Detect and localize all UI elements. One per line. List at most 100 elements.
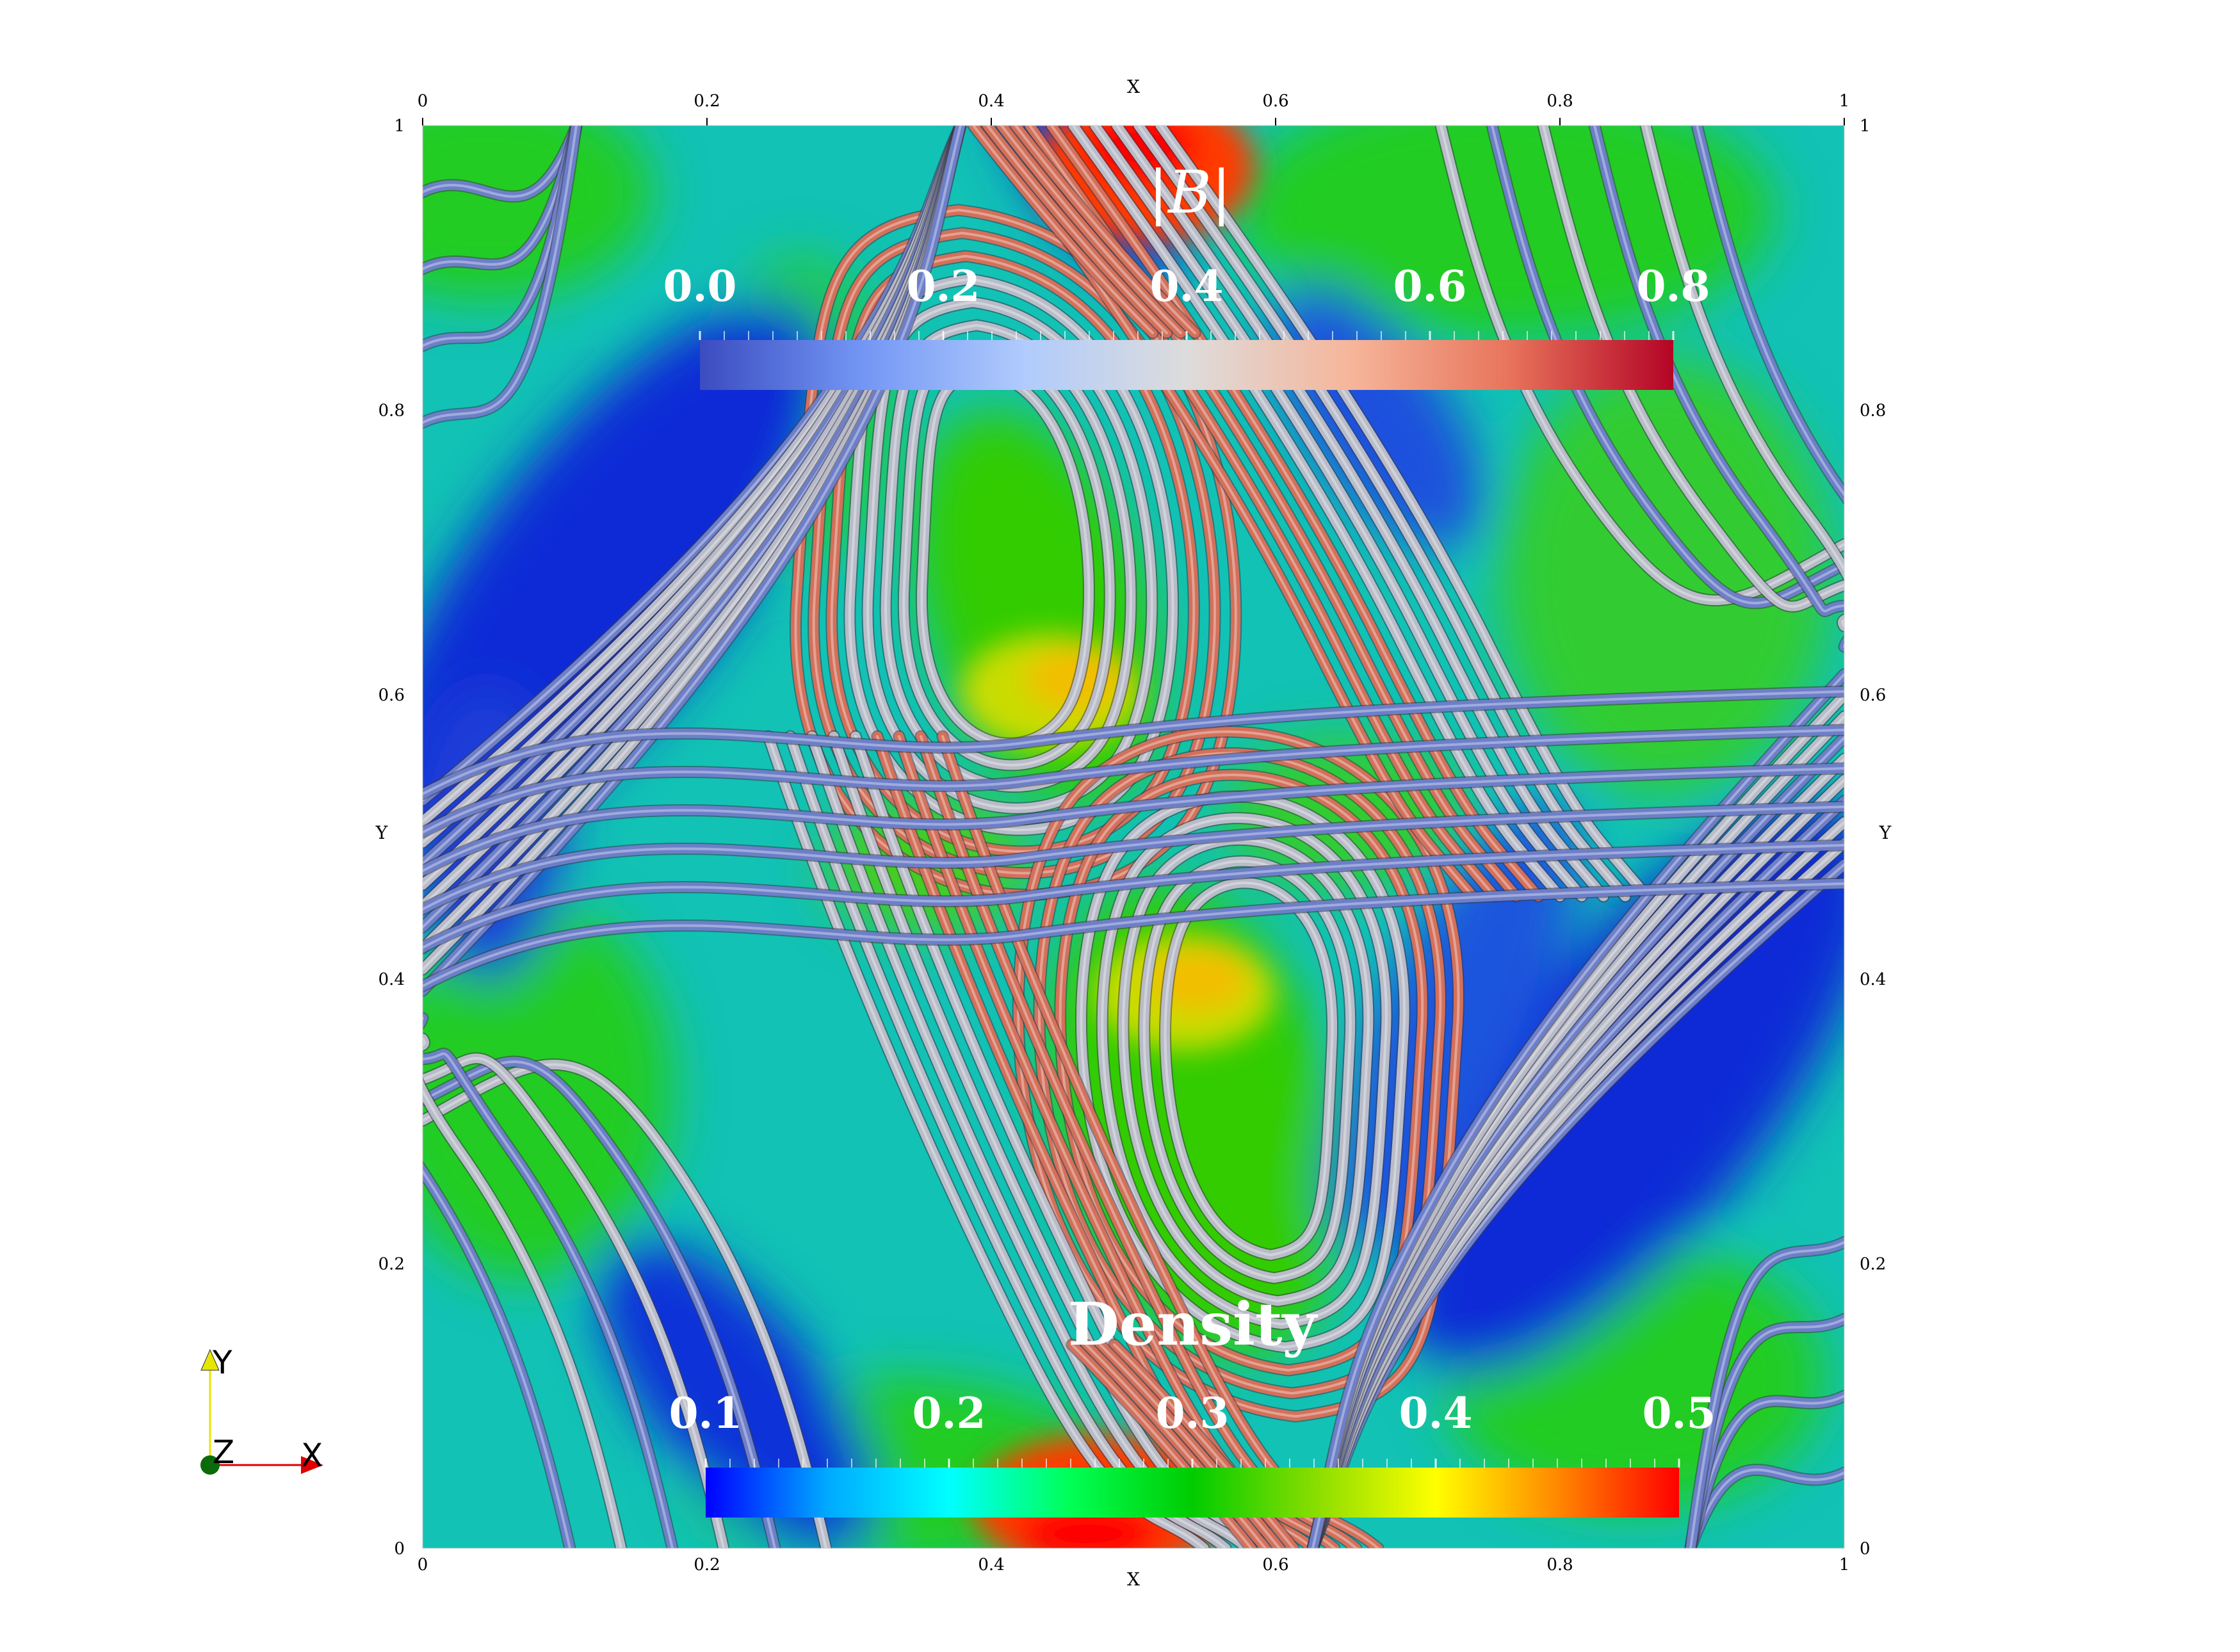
colorbar-tick-label: 0.0 — [663, 261, 737, 311]
colorbar-density-minor-ticks — [704, 1459, 1680, 1468]
field-line-tube-highlight — [1142, 860, 1352, 1279]
field-line-tube — [1010, 126, 1200, 338]
field-line-tube — [1685, 1465, 1844, 1548]
y-tick-label-left: 1 — [394, 117, 405, 136]
field-line-tube — [1589, 126, 1844, 616]
colorbar-tick-label: 0.3 — [1156, 1388, 1230, 1438]
colorbar-tick-label: 0.8 — [1637, 261, 1710, 311]
y-tick-label-left: 0 — [394, 1539, 405, 1559]
colorbar-b-bar — [700, 340, 1673, 390]
field-line-tube — [423, 686, 1844, 799]
y-tick-label-right: 0.8 — [1860, 401, 1886, 420]
triad-y-label: Y — [212, 1344, 232, 1381]
field-line-tube-highlight — [1137, 126, 1627, 898]
field-line-tube — [423, 840, 1844, 953]
triad-z-axis — [200, 1455, 220, 1475]
x-tick-label-bottom: 1 — [1839, 1555, 1850, 1575]
y-tick-label-right: 0 — [1860, 1539, 1871, 1559]
field-line-tube-highlight — [1159, 126, 1648, 898]
field-line-tube-highlight — [1440, 126, 1844, 602]
y-tick-label-right: 0.6 — [1860, 686, 1886, 705]
x-ticks-top: 0 0.2 0.4 0.6 0.8 1 — [418, 92, 1849, 126]
field-line-tube-highlight — [423, 126, 578, 424]
field-line-tube — [996, 126, 1186, 338]
field-line-tube-highlight — [986, 126, 1168, 334]
field-line-tube-highlight — [1593, 126, 1844, 613]
y-tick-label-left: 0.2 — [378, 1255, 405, 1274]
colorbar-density-tick-labels: 0.1 0.2 0.3 0.4 0.5 — [669, 1388, 1716, 1438]
field-line-tube — [1685, 1391, 1844, 1548]
field-line-tube-highlight — [423, 1017, 571, 1548]
field-line-tube-highlight — [423, 1057, 725, 1548]
field-line-tube — [1112, 126, 1609, 902]
x-tick-label-bottom: 0.8 — [1546, 1555, 1573, 1575]
field-line-tube-highlight — [1050, 126, 1539, 898]
field-line-tube — [898, 343, 1115, 770]
field-line-tube — [1046, 126, 1543, 902]
field-line-tube-highlight — [423, 806, 1844, 911]
y-tick-label-right: 0.4 — [1860, 970, 1886, 989]
field-line-tube — [1436, 126, 1844, 605]
field-line-tube — [1081, 1340, 1270, 1548]
field-line-tube — [1538, 126, 1844, 611]
field-line-tube — [423, 1033, 626, 1548]
x-axis-name-bottom: X — [1127, 1569, 1140, 1590]
field-line-tube-highlight — [1696, 126, 1844, 648]
field-line-tube-highlight — [1094, 126, 1583, 898]
colorbar-density: Density 0.1 0.2 0.3 0.4 0.5 — [669, 1290, 1716, 1518]
x-tick-label-top: 0 — [418, 92, 428, 111]
field-line-tube-highlight — [1000, 126, 1182, 334]
field-line-tube-highlight — [1099, 1343, 1281, 1548]
field-line-tube — [423, 725, 1844, 838]
field-line-tube-highlight — [972, 126, 1154, 334]
colorbar-b-title: |B| — [1148, 158, 1231, 227]
field-line-tube — [1090, 126, 1587, 902]
field-line-tube — [423, 763, 1844, 876]
triad-z-label: Z — [213, 1434, 234, 1471]
field-line-tube-highlight — [1014, 126, 1196, 334]
field-line-tube — [1139, 856, 1356, 1283]
field-line-tube — [423, 126, 966, 996]
field-line-tube-highlight — [1689, 1395, 1844, 1548]
field-line-tube — [423, 879, 1844, 991]
y-tick-label-right: 1 — [1860, 117, 1871, 136]
colorbar-tick-label: 0.5 — [1643, 1388, 1716, 1438]
x-tick-label-bottom: 0.4 — [978, 1555, 1004, 1575]
x-tick-label-top: 0.4 — [978, 92, 1004, 111]
field-line-tube — [1097, 813, 1392, 1329]
field-line-tube-highlight — [1164, 881, 1334, 1256]
field-line-tube — [1641, 126, 1844, 631]
field-line-tube — [423, 1049, 678, 1548]
field-line-tube — [982, 126, 1172, 338]
triad-x-arrowhead — [301, 1456, 323, 1474]
y-axis-name-right: Y — [1879, 822, 1892, 843]
field-line-tube-highlight — [1085, 1343, 1267, 1548]
field-line-tube-highlight — [1644, 126, 1844, 628]
colorbar-b-tick-labels: 0.0 0.2 0.4 0.6 0.8 — [663, 261, 1710, 311]
field-line-tube — [1685, 1237, 1844, 1548]
colorbar-tick-label: 0.2 — [907, 261, 980, 311]
field-line-tube — [1155, 126, 1652, 902]
field-line-tube — [968, 126, 1158, 338]
field-line-tube — [1692, 126, 1844, 652]
colorbar-density-bar — [706, 1468, 1679, 1518]
field-line-tube-highlight — [1689, 1468, 1844, 1548]
y-ticks-left: 0 0.2 0.4 0.6 0.8 1 — [378, 117, 405, 1559]
plot-axes: 0 0.2 0.4 0.6 0.8 1 0 0.2 0.4 0.6 0.8 1 0 0.2 0.4 0.6… — [375, 76, 1892, 1590]
field-line-tube-highlight — [423, 690, 1844, 795]
field-line-tube — [423, 126, 581, 202]
field-line-tube-highlight — [1116, 126, 1605, 898]
field-line-tube-highlight — [423, 126, 578, 270]
y-tick-label-left: 0.6 — [378, 686, 405, 705]
field-line-tube-highlight — [423, 126, 962, 992]
x-tick-label-top: 0.6 — [1262, 92, 1288, 111]
field-line-tube-highlight — [423, 767, 1844, 872]
y-ticks-right: 0 0.2 0.4 0.6 0.8 1 — [1860, 117, 1886, 1559]
field-line-tube — [423, 1060, 831, 1548]
field-line-tube — [1133, 126, 1630, 902]
x-tick-label-top: 0.8 — [1546, 92, 1573, 111]
field-green-region — [423, 126, 653, 301]
field-line-tube — [1095, 1340, 1285, 1548]
field-line-tube — [1068, 126, 1565, 902]
